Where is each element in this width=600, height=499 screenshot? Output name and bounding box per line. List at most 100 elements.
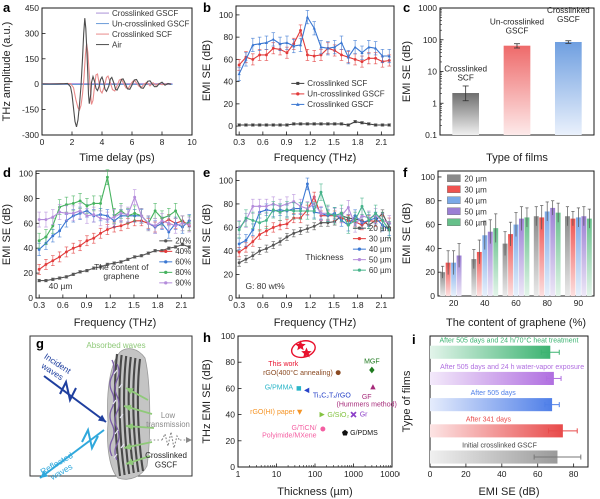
svg-text:0.9: 0.9 [281,300,293,310]
legend: 20%40% 60%80% 90% [159,237,191,288]
svg-text:1000: 1000 [418,3,437,13]
bar-series-30-m [445,205,576,296]
svg-text:80: 80 [542,298,552,308]
svg-text:Un-crosslinked GSCF: Un-crosslinked GSCF [307,90,384,99]
svg-text:8: 8 [160,137,165,147]
svg-text:Type of films: Type of films [486,152,548,164]
svg-text:GSCF: GSCF [557,15,580,24]
svg-text:90: 90 [574,298,584,308]
svg-text:Crosslinked SCF: Crosslinked SCF [112,30,172,39]
svg-text:1.2: 1.2 [304,137,316,147]
svg-text:G/TiCN/Polyimide/MXene: G/TiCN/Polyimide/MXene [262,425,317,440]
svg-text:40%: 40% [175,247,191,256]
bar-series-50-m [456,200,587,296]
svg-text:80%: 80% [175,268,191,277]
point-rGO-HI-paper: rGO(HI) paper [250,409,303,416]
svg-text:2.1: 2.1 [375,300,387,310]
svg-text:60 µm: 60 µm [369,266,392,275]
bar-4 [430,450,558,464]
svg-text:80: 80 [226,357,236,367]
svg-text:60: 60 [533,469,543,479]
svg-text:0: 0 [228,293,233,303]
svg-text:GSCF: GSCF [506,27,529,36]
series-Crosslinked-SCF [237,120,392,127]
svg-text:40: 40 [24,243,34,253]
svg-text:Absorbed waves: Absorbed waves [86,341,145,350]
svg-text:Initial crosslinked GSCF: Initial crosslinked GSCF [462,442,537,449]
svg-text:0: 0 [28,293,33,303]
panel-letter-b: b [203,0,211,15]
bar-series-40-m [451,201,581,296]
point-G-TiCN-: G/TiCN/Polyimide/MXene [262,425,326,440]
svg-text:0.9: 0.9 [281,137,293,147]
svg-text:EMI SE (dB): EMI SE (dB) [201,40,213,101]
svg-text:20%: 20% [175,237,191,246]
svg-text:10: 10 [428,67,438,77]
svg-text:GF(Hummers method): GF (Hummers method) [337,394,397,409]
svg-text:40 µm: 40 µm [49,281,73,291]
svg-text:Type of films: Type of films [401,370,413,432]
svg-text:G/PMMA: G/PMMA [265,385,294,392]
svg-text:-300: -300 [22,130,39,140]
panel-d: 0.3 0.6 0.9 1.2 1.5 1.8 2.1 0 20 40 60 80 100 Frequen… [0,165,200,330]
svg-text:60 µm: 60 µm [464,218,487,227]
panel-c-chart: 0.1 1 10 100 1000 Type of films EMI SE (dB) Cro… [401,3,595,164]
svg-text:60: 60 [226,383,236,393]
svg-text:0.1: 0.1 [425,130,437,140]
point-Ti-C-T-rGO: Ti₃C₂Tₓ/rGO [304,387,351,399]
series-20- [37,242,192,283]
svg-text:0: 0 [34,79,39,89]
svg-text:Air: Air [112,40,122,49]
svg-text:1: 1 [432,98,437,108]
svg-text:0: 0 [230,462,235,472]
svg-text:100: 100 [308,469,322,479]
svg-text:Un-crosslinked GSCF: Un-crosslinked GSCF [112,19,189,28]
svg-text:EMI SE (dB): EMI SE (dB) [401,41,413,102]
svg-text:1000: 1000 [344,469,363,479]
panel-letter-a: a [3,0,11,15]
svg-text:G/SiO₂: G/SiO₂ [327,412,349,419]
svg-text:100: 100 [219,10,233,20]
svg-text:80: 80 [24,193,34,203]
series-90- [37,189,192,234]
svg-text:EMI SE (dB): EMI SE (dB) [1,204,13,265]
svg-text:20: 20 [449,298,459,308]
svg-text:1.8: 1.8 [152,300,164,310]
svg-text:EMI SE (dB): EMI SE (dB) [201,204,213,265]
svg-text:Thickness: Thickness [305,252,343,262]
panel-letter-g: g [36,336,44,351]
panel-b-chart: 0.3 0.6 0.9 1.2 1.5 1.8 2.1 0 20 40 60 80 100 Frequen… [201,5,395,164]
svg-text:After 505 days and 24 h/70°C h: After 505 days and 24 h/70°C heat treatm… [440,337,579,345]
svg-text:2: 2 [70,137,75,147]
svg-text:Crosslinked: Crosslinked [444,65,487,74]
svg-text:20: 20 [426,267,436,277]
fiber [114,363,120,461]
fiber [109,359,115,457]
panel-letter-d: d [3,165,11,180]
panel-e: 0.3 0.6 0.9 1.2 1.5 1.8 2.1 0 20 40 60 80 100 Frequen… [200,165,400,330]
svg-text:0: 0 [428,469,433,479]
svg-text:SCF: SCF [457,74,473,83]
svg-text:60: 60 [224,54,234,64]
series-Air [41,18,172,128]
panel-letter-f: f [403,165,408,180]
svg-text:20: 20 [226,436,236,446]
svg-text:After 505 days: After 505 days [471,390,517,397]
svg-text:300: 300 [25,28,39,38]
svg-text:50 µm: 50 µm [369,255,392,264]
point-This-work: This work [268,340,306,368]
point-GF: GF (Hummers method) [337,384,397,408]
svg-text:G: 80 wt%: G: 80 wt% [245,281,285,291]
svg-text:20: 20 [461,469,471,479]
svg-text:40: 40 [480,298,490,308]
panel-b: 0.3 0.6 0.9 1.2 1.5 1.8 2.1 0 20 40 60 80 100 Frequen… [200,0,400,165]
svg-text:0: 0 [40,137,45,147]
svg-text:100: 100 [423,35,437,45]
svg-text:10: 10 [272,469,282,479]
svg-text:1.2: 1.2 [304,300,316,310]
svg-text:20: 20 [224,269,234,279]
